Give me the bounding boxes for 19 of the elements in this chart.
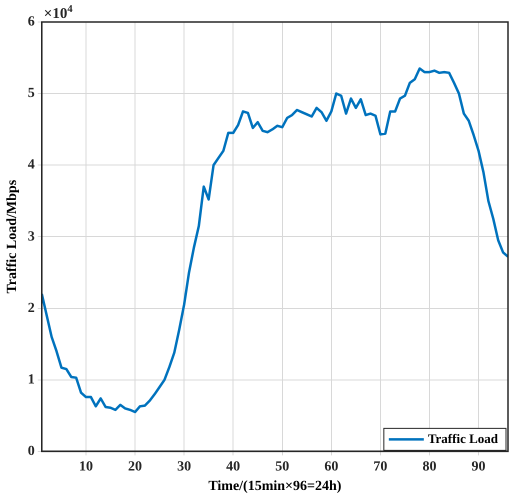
- y-tick-label: 0: [28, 444, 35, 460]
- y-axis-title: Traffic Load/Mbps: [5, 179, 20, 294]
- x-tick-label: 90: [472, 459, 486, 474]
- y-tick-label: 5: [28, 86, 35, 102]
- y-tick-label: 2: [28, 300, 35, 316]
- y-tick-label: 6: [28, 14, 35, 30]
- x-tick-label: 70: [373, 459, 388, 474]
- x-tick-label: 10: [78, 459, 93, 474]
- y-tick-label: 1: [28, 372, 35, 388]
- x-axis-title: Time/(15min×96=24h): [208, 479, 342, 494]
- x-tick-label: 80: [422, 459, 436, 474]
- x-tick-label: 60: [324, 459, 338, 474]
- y-tick-label: 3: [28, 229, 35, 244]
- x-tick-label: 40: [226, 459, 240, 474]
- legend-label: Traffic Load: [428, 430, 499, 446]
- x-tick-label: 50: [275, 459, 290, 474]
- x-tick-label: 20: [128, 459, 142, 474]
- y-tick-label: 4: [28, 158, 35, 173]
- x-tick-label: 30: [177, 459, 192, 474]
